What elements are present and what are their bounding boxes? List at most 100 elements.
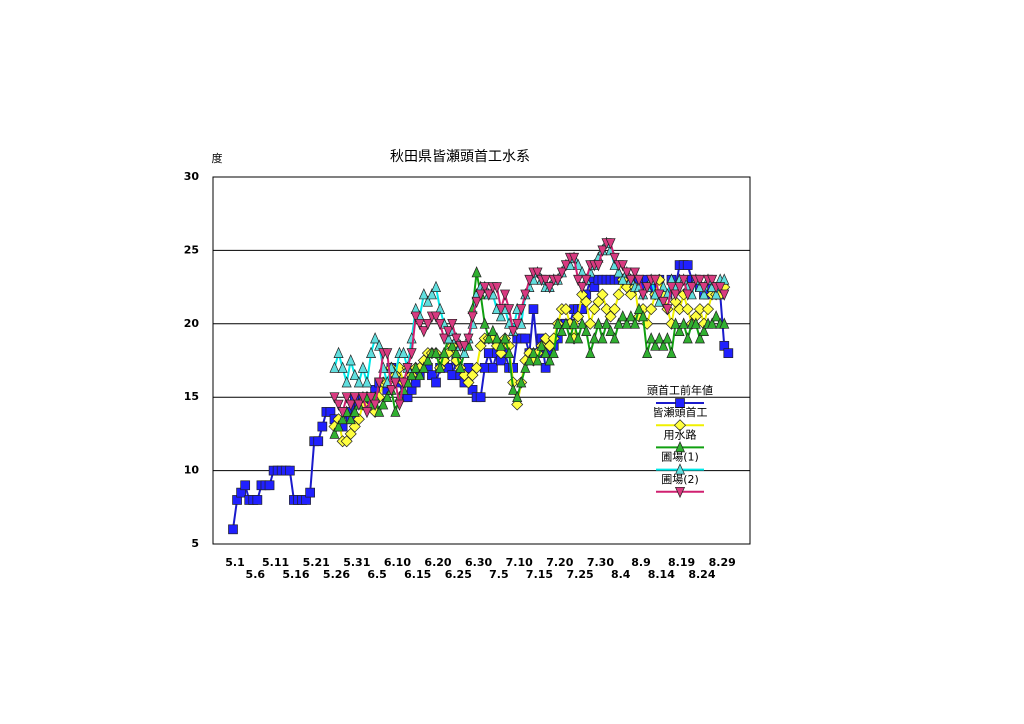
- x-tick-label: 5.16: [282, 568, 309, 581]
- data-point: [422, 295, 433, 307]
- data-point: [382, 348, 393, 360]
- series: [329, 266, 730, 439]
- data-point: [601, 317, 612, 329]
- data-point: [313, 436, 324, 447]
- legend-item: 圃場(1): [656, 451, 704, 475]
- data-point: [673, 303, 686, 316]
- data-point: [658, 296, 669, 309]
- data-point: [577, 317, 588, 329]
- data-point: [682, 260, 693, 270]
- x-tick-label: 6.30: [465, 556, 492, 569]
- data-point: [398, 346, 409, 359]
- data-point: [520, 333, 531, 344]
- data-point: [406, 368, 417, 381]
- data-point: [349, 405, 360, 417]
- data-point: [596, 288, 609, 301]
- data-point: [581, 324, 592, 336]
- data-point: [406, 348, 417, 360]
- data-point: [556, 267, 567, 279]
- data-point: [418, 326, 429, 338]
- data-point: [357, 392, 368, 404]
- legend-marker: [674, 463, 686, 475]
- data-point: [552, 274, 563, 287]
- x-tick-label: 5.21: [303, 556, 330, 569]
- data-point: [240, 480, 251, 491]
- data-point: [471, 266, 482, 278]
- data-point: [609, 252, 620, 265]
- legend-item: 用水路: [656, 428, 704, 453]
- x-tick-label: 5.11: [262, 556, 289, 569]
- data-point: [694, 332, 705, 344]
- data-point: [589, 332, 600, 344]
- data-point: [593, 260, 604, 272]
- data-point: [633, 274, 645, 287]
- legend-marker: [674, 441, 686, 453]
- x-tick-label: 6.25: [445, 568, 472, 581]
- data-point: [560, 317, 571, 329]
- data-point: [593, 317, 604, 329]
- data-point: [463, 333, 474, 345]
- data-point: [568, 252, 580, 265]
- data-point: [426, 288, 437, 300]
- data-point: [516, 304, 527, 316]
- data-point: [504, 346, 515, 359]
- data-point: [662, 332, 673, 344]
- data-point: [333, 346, 344, 359]
- data-point: [564, 332, 576, 344]
- data-point: [617, 310, 628, 322]
- x-tick-label: 6.15: [404, 568, 431, 581]
- data-point: [455, 361, 466, 373]
- data-point: [516, 376, 527, 388]
- x-tick-label: 7.20: [546, 556, 573, 569]
- y-axis-label: 度: [212, 151, 223, 165]
- data-point: [693, 303, 706, 316]
- y-tick-label: 25: [184, 243, 199, 256]
- data-point: [568, 317, 580, 329]
- data-point: [508, 326, 519, 338]
- data-point: [707, 317, 718, 329]
- data-point: [483, 332, 494, 344]
- data-point: [719, 317, 730, 329]
- legend-label: 圃場(2): [661, 473, 699, 486]
- data-point: [479, 282, 490, 294]
- y-tick-label: 20: [184, 317, 200, 330]
- data-point: [390, 377, 401, 389]
- data-point: [414, 368, 425, 381]
- data-point: [443, 326, 454, 338]
- data-point: [349, 368, 360, 381]
- data-point: [658, 339, 669, 351]
- data-point: [666, 346, 677, 359]
- data-point: [447, 318, 458, 331]
- data-point: [410, 311, 421, 323]
- data-point: [617, 260, 628, 272]
- data-point: [353, 399, 364, 411]
- data-point: [337, 407, 348, 419]
- data-point: [431, 377, 441, 388]
- data-point: [337, 361, 348, 373]
- y-tick-label: 15: [184, 390, 199, 403]
- data-point: [528, 304, 539, 314]
- legend-marker: [674, 486, 686, 499]
- data-point: [609, 332, 620, 344]
- data-point: [406, 332, 417, 344]
- x-tick-label: 5.31: [343, 556, 370, 569]
- data-point: [621, 317, 632, 329]
- data-point: [560, 260, 571, 272]
- data-point: [374, 377, 385, 389]
- data-point: [475, 289, 486, 301]
- data-point: [394, 399, 405, 411]
- data-point: [430, 311, 442, 323]
- data-point: [629, 317, 640, 329]
- data-point: [341, 392, 352, 404]
- data-point: [645, 303, 658, 316]
- data-point: [524, 274, 535, 287]
- data-point: [698, 288, 710, 300]
- legend-marker: [674, 419, 686, 432]
- data-point: [430, 280, 442, 292]
- data-point: [698, 324, 710, 336]
- x-tick-label: 6.5: [367, 568, 387, 581]
- data-point: [694, 274, 705, 287]
- data-point: [435, 318, 446, 331]
- data-point: [670, 289, 681, 301]
- data-point: [662, 304, 673, 316]
